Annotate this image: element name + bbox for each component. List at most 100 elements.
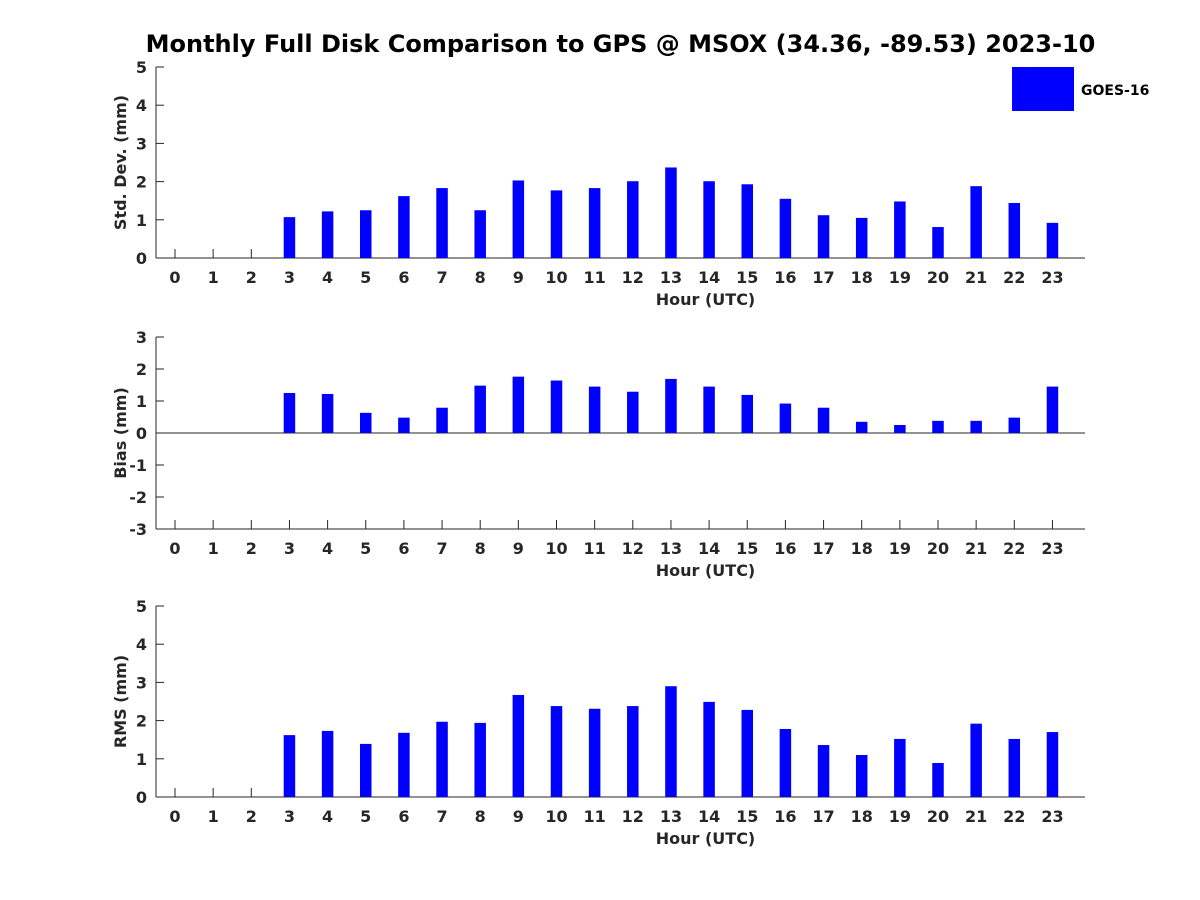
std-dev-bar-hour-5 (360, 210, 372, 258)
std-dev-y-axis-label: Std. Dev. (mm) (111, 95, 130, 230)
rms-x-tick-label: 11 (584, 807, 606, 826)
bias-x-tick-label: 18 (851, 539, 873, 558)
std-dev-bar-hour-17 (817, 215, 830, 258)
rms-bar-hour-18 (855, 754, 868, 797)
std-dev-x-tick-label: 18 (851, 268, 873, 287)
std-dev-x-tick-label: 10 (545, 268, 567, 287)
rms-x-tick-label: 22 (1003, 807, 1025, 826)
rms-bar-hour-15 (741, 709, 753, 797)
bias-y-tick-label: -3 (129, 520, 147, 539)
figure-title: Monthly Full Disk Comparison to GPS @ MS… (145, 30, 1096, 58)
bias-y-tick-label: -1 (129, 456, 147, 475)
std-dev-y-tick-label: 4 (136, 96, 147, 115)
std-dev-bar-hour-15 (741, 184, 753, 258)
std-dev-x-tick-label: 9 (513, 268, 524, 287)
bias-x-tick-label: 16 (774, 539, 796, 558)
rms-x-tick-label: 17 (812, 807, 834, 826)
bias-bar-hour-21 (970, 420, 982, 433)
std-dev-x-tick-label: 17 (812, 268, 834, 287)
rms-x-tick-label: 14 (698, 807, 720, 826)
std-dev-y-tick-label: 0 (136, 249, 147, 268)
rms-y-tick-label: 4 (136, 635, 147, 654)
rms-x-tick-label: 2 (246, 807, 257, 826)
bias-bar-hour-20 (932, 420, 944, 433)
std-dev-bar-hour-21 (970, 186, 982, 258)
std-dev-bar-hour-14 (703, 181, 715, 258)
rms-bar-hour-7 (436, 721, 448, 797)
bias-x-tick-label: 9 (513, 539, 524, 558)
rms-bar-hour-12 (627, 706, 639, 797)
std-dev-bar-hour-11 (588, 188, 601, 258)
std-dev-bar-hour-7 (436, 188, 448, 258)
rms-bar-hour-3 (283, 735, 296, 797)
bias-x-tick-label: 10 (545, 539, 567, 558)
rms-y-tick-label: 2 (136, 712, 147, 731)
std-dev-x-tick-label: 15 (736, 268, 758, 287)
std-dev-x-tick-label: 13 (660, 268, 682, 287)
std-dev-bar-hour-3 (283, 217, 296, 258)
std-dev-bar-hour-6 (398, 196, 410, 258)
bias-y-axis-label: Bias (mm) (111, 387, 130, 479)
rms-bar-hour-20 (932, 763, 944, 797)
rms-x-tick-label: 5 (360, 807, 371, 826)
bias-x-tick-label: 0 (169, 539, 180, 558)
rms-y-tick-label: 1 (136, 750, 147, 769)
rms-bar-hour-5 (360, 743, 372, 797)
bias-y-tick-label: -2 (129, 488, 147, 507)
rms-bar-hour-11 (588, 708, 601, 797)
rms-x-tick-label: 10 (545, 807, 567, 826)
bias-x-tick-label: 4 (322, 539, 333, 558)
bias-bar-hour-12 (627, 391, 639, 433)
std-dev-x-tick-label: 3 (284, 268, 295, 287)
std-dev-bar-hour-12 (627, 181, 639, 258)
rms-bar-hour-10 (550, 706, 563, 797)
rms-x-tick-label: 23 (1041, 807, 1063, 826)
rms-x-tick-label: 18 (851, 807, 873, 826)
rms-x-tick-label: 9 (513, 807, 524, 826)
std-dev-x-tick-label: 21 (965, 268, 987, 287)
bias-x-tick-label: 5 (360, 539, 371, 558)
bias-x-tick-label: 11 (584, 539, 606, 558)
bias-x-tick-label: 3 (284, 539, 295, 558)
bias-bar-hour-14 (703, 386, 715, 433)
rms-bar-hour-22 (1008, 738, 1021, 797)
rms-x-tick-label: 12 (622, 807, 644, 826)
rms-bar-hour-4 (321, 730, 334, 797)
std-dev-x-tick-label: 22 (1003, 268, 1025, 287)
std-dev-bar-hour-9 (512, 180, 525, 258)
std-dev-x-tick-label: 11 (584, 268, 606, 287)
rms-bar-hour-16 (779, 729, 792, 797)
legend: GOES-16 (1012, 67, 1149, 111)
bias-bar-hour-15 (741, 394, 753, 433)
bias-x-tick-label: 17 (812, 539, 834, 558)
bias-bar-hour-19 (894, 425, 906, 433)
bias-bar-hour-4 (321, 393, 334, 433)
std-dev-x-tick-label: 20 (927, 268, 949, 287)
std-dev-bar-hour-16 (779, 198, 792, 258)
legend-swatch-goes-16 (1012, 67, 1074, 111)
bias-y-tick-label: 2 (136, 360, 147, 379)
std-dev-bar-hour-4 (321, 211, 334, 258)
bias-x-tick-label: 6 (398, 539, 409, 558)
rms-y-tick-label: 0 (136, 788, 147, 807)
rms-bar-hour-21 (970, 723, 982, 797)
bias-bar-hour-3 (283, 393, 296, 433)
std-dev-bar-hour-23 (1046, 222, 1059, 258)
std-dev-x-tick-label: 12 (622, 268, 644, 287)
bias-x-tick-label: 1 (208, 539, 219, 558)
bias-x-axis-label: Hour (UTC) (656, 561, 756, 580)
bias-bar-hour-16 (779, 403, 792, 433)
rms-x-tick-label: 19 (889, 807, 911, 826)
bias-x-tick-label: 12 (622, 539, 644, 558)
rms-bar-hour-14 (703, 701, 715, 797)
bias-x-tick-label: 22 (1003, 539, 1025, 558)
bias-bar-hour-10 (550, 380, 563, 433)
std-dev-y-tick-label: 1 (136, 211, 147, 230)
std-dev-x-tick-label: 2 (246, 268, 257, 287)
bias-x-tick-label: 15 (736, 539, 758, 558)
rms-x-tick-label: 15 (736, 807, 758, 826)
